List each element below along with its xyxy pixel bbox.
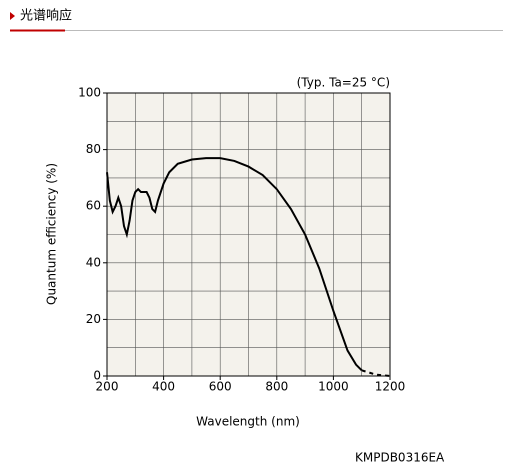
y-tick-label: 100 [78, 86, 101, 100]
x-axis-label: Wavelength (nm) [196, 415, 300, 429]
y-tick-label: 0 [93, 369, 101, 383]
y-tick-label: 80 [86, 142, 101, 156]
x-tick-label: 800 [265, 380, 288, 394]
x-tick-label: 200 [96, 380, 119, 394]
y-axis-label: Quantum efficiency (%) [45, 163, 59, 305]
x-tick-label: 1200 [375, 380, 406, 394]
plot-frame [106, 92, 391, 377]
header-title: 光谱响应 [20, 8, 72, 24]
x-tick-label: 1000 [318, 380, 349, 394]
y-tick-label: 40 [86, 255, 101, 269]
header-marker [10, 12, 15, 20]
x-tick-label: 400 [152, 380, 175, 394]
annotation: (Typ. Ta=25 °C) [297, 76, 390, 90]
x-tick-label: 600 [209, 380, 232, 394]
y-tick-label: 60 [86, 199, 101, 213]
curve [106, 157, 363, 372]
footnote: KMPDB0316EA [355, 451, 445, 465]
y-tick-label: 20 [86, 312, 101, 326]
